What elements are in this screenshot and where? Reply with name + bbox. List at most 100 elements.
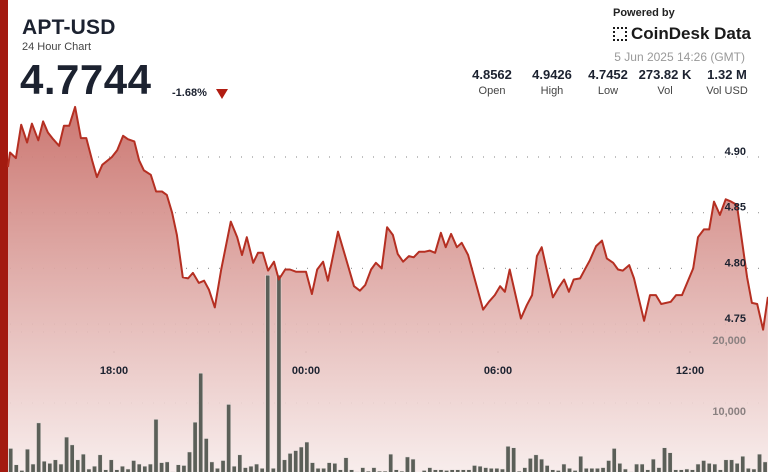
x-tick-label: 18:00 [100,365,128,377]
volume-bar [198,372,204,472]
volume-bar [695,463,701,472]
volume-bar [108,459,114,472]
volume-bar [360,467,366,472]
volume-bar [343,457,349,472]
volume-bar [522,467,528,472]
volume-bar [226,404,231,472]
volume-bar [583,468,589,472]
volume-bar [701,460,706,472]
stat-value: 4.7452 [588,67,628,82]
stat-label: Low [597,85,619,97]
volume-bar [483,467,489,472]
volume-bar [600,467,606,472]
volume-bar [259,468,265,472]
volume-bar [421,470,427,472]
volume-bar [656,467,662,472]
volume-bar [36,422,41,472]
stat-vol: 273.82 K Vol [639,67,692,97]
volume-bar [92,465,97,472]
triangle-down-icon [216,89,228,99]
volume-bar [187,451,192,472]
volume-bar [136,463,142,472]
stat-label: High [540,85,564,97]
stat-label: Vol [657,85,673,97]
volume-bar [723,459,729,472]
volume-bar [270,468,276,472]
volume-bar [634,463,639,472]
volume-bar [80,453,86,472]
volume-bar [589,468,595,472]
volume-bar [131,460,136,472]
volume-bar [729,459,734,472]
stat-value: 4.9426 [532,67,572,82]
volume-bar [650,458,656,472]
volume-bar [740,456,746,472]
timestamp: 5 Jun 2025 14:26 (GMT) [614,50,745,64]
volume-bar [287,453,293,472]
volume-bar [511,447,516,472]
volume-bar [120,465,125,472]
volume-bar [181,465,187,472]
price-tick-label: 4.85 [725,202,746,214]
volume-bar [276,274,282,472]
volume-bar [175,464,181,472]
volume-bar [209,461,215,472]
volume-bar [41,460,47,472]
volume-bar [326,462,332,472]
volume-bar [444,470,449,472]
volume-bar [611,448,617,472]
volume-bar [561,463,567,472]
volume-bar [164,461,170,472]
powered-by: Powered by [613,7,675,19]
volume-bar [332,463,338,472]
volume-bar [254,463,259,472]
volume-bar [706,463,712,472]
price-change: -1.68% [172,87,207,99]
current-price: 4.7744 [20,56,152,103]
volume-bar [13,464,19,472]
volume-bar [148,463,153,472]
volume-bar [237,454,243,472]
stat-label: Open [478,85,506,97]
volume-bar [53,459,58,472]
volume-bar [667,452,673,472]
volume-bar [567,468,572,472]
volume-bar [220,460,226,472]
volume-bar [282,459,287,472]
price-tick-label: 4.90 [725,146,746,158]
volume-bar [472,465,477,472]
volume-bar [712,463,718,472]
volume-bar [528,458,533,472]
volume-bar [555,470,561,472]
stat-open: 4.8562 Open [472,67,512,97]
volume-bar [539,458,544,472]
x-tick-label: 12:00 [676,365,704,377]
stat-value: 1.32 M [707,67,747,82]
volume-bar [75,459,81,472]
volume-bar [505,446,511,472]
volume-bar [142,465,148,472]
price-line [7,105,768,331]
volume-bar [25,448,30,472]
volume-bar [405,456,410,472]
volume-bar [488,468,494,472]
volume-bar [243,467,248,472]
volume-bar [265,274,271,472]
stat-value: 273.82 K [638,67,692,82]
volume-bar [64,436,69,472]
stat-low: 4.7452 Low [588,67,628,97]
volume-bar [153,419,159,472]
accent-bar [0,0,8,472]
coindesk-logo: CoinDesk Data [613,24,751,44]
volume-bar [427,467,433,472]
volume-bar [293,450,299,472]
volume-bar [203,438,209,472]
x-tick-label: 06:00 [484,365,512,377]
brand-name: CoinDesk Data [631,24,751,43]
volume-bar [371,467,377,472]
volume-bar [617,463,623,472]
volume-bar [97,454,103,472]
stat-vol-usd: 1.32 M Vol USD [706,67,748,97]
x-tick-label: 00:00 [292,365,320,377]
